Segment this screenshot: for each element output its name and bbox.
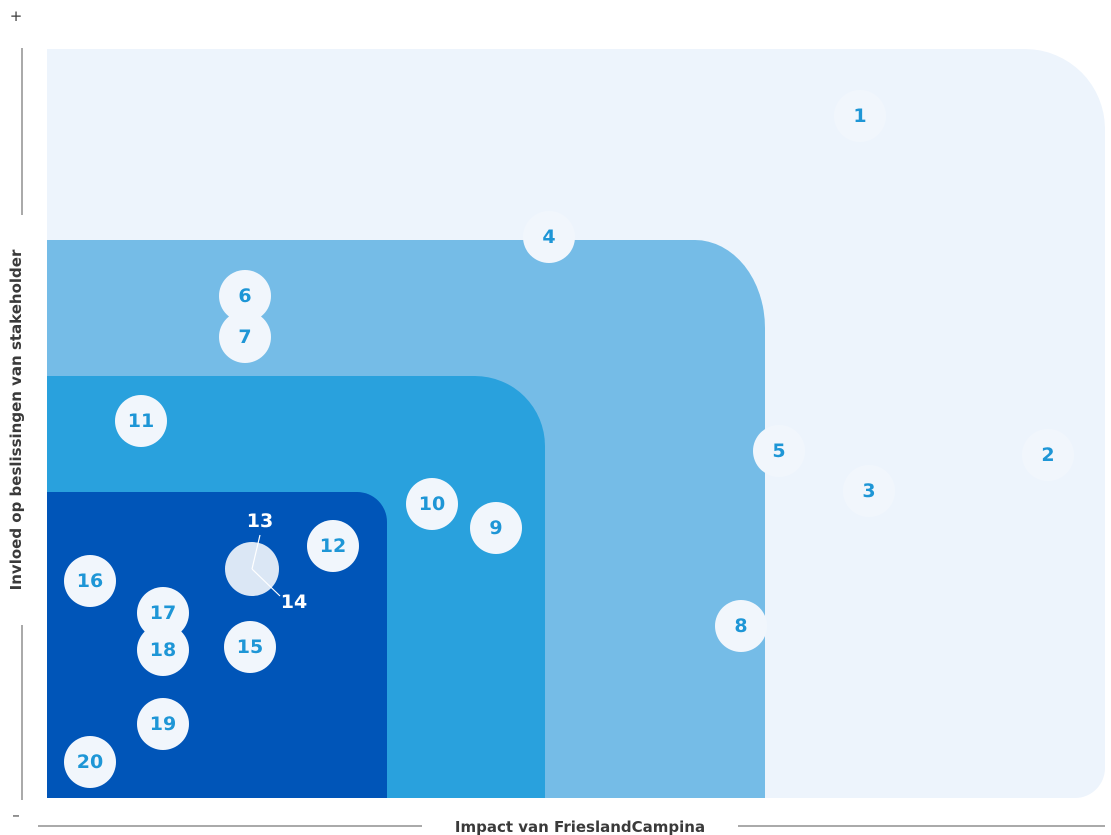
callout-line: [251, 568, 281, 597]
node-label: 7: [238, 326, 251, 348]
node-circle: [753, 425, 805, 477]
node-label: 3: [862, 480, 875, 502]
node-circle: [715, 600, 767, 652]
zone-inner: [47, 492, 387, 798]
node-circle: [224, 621, 276, 673]
x-axis-label: Impact van FrieslandCampina: [455, 818, 705, 835]
node-label: 16: [77, 570, 103, 592]
node-label: 1: [853, 105, 866, 127]
node-label: 5: [772, 440, 785, 462]
callout-line: [251, 534, 261, 570]
node-circle: [137, 624, 189, 676]
node-label: 17: [150, 602, 176, 624]
y-axis-label: Invloed op beslissingen van stakeholder: [7, 249, 25, 590]
node-circle: [406, 478, 458, 530]
node-label: 14: [281, 591, 307, 613]
node-circle: [219, 311, 271, 363]
node-label: 4: [542, 226, 555, 248]
node-label: 9: [489, 517, 502, 539]
node-label: 19: [150, 713, 176, 735]
node-label: 11: [128, 410, 154, 432]
node-label: 10: [419, 493, 445, 515]
node-circle: [470, 502, 522, 554]
node-circle: [843, 465, 895, 517]
node-circle: [115, 395, 167, 447]
node-label: 8: [734, 615, 747, 637]
node-label: 6: [238, 285, 251, 307]
y-high: +: [10, 7, 23, 25]
node-circle: [64, 555, 116, 607]
node-circle: [64, 736, 116, 788]
node-circle: [137, 698, 189, 750]
node-label: 15: [237, 636, 263, 658]
node-label: 20: [77, 751, 103, 773]
node-circle: [523, 211, 575, 263]
y-low: –: [12, 806, 20, 824]
node-label: 2: [1041, 444, 1054, 466]
node-circle: [137, 587, 189, 639]
node-circle: [307, 520, 359, 572]
node-circle: [1022, 429, 1074, 481]
node-label: 12: [320, 535, 346, 557]
node-circle: [834, 90, 886, 142]
node-circle: [219, 270, 271, 322]
node-label: 18: [150, 639, 176, 661]
node-label: 13: [247, 510, 273, 532]
